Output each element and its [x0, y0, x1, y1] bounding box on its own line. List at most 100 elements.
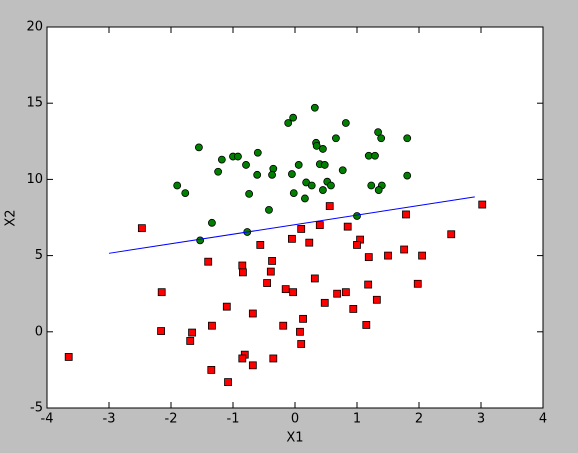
point — [268, 170, 276, 179]
point — [188, 328, 196, 337]
x-tick-label: -1 — [227, 412, 240, 427]
point — [64, 353, 73, 361]
point — [289, 288, 298, 297]
point — [299, 314, 307, 323]
point — [248, 361, 257, 370]
point — [413, 279, 422, 288]
point — [402, 210, 410, 219]
point — [248, 309, 257, 318]
point — [403, 171, 412, 180]
point — [353, 241, 361, 249]
point — [287, 234, 296, 243]
point — [238, 354, 247, 363]
point — [318, 145, 327, 153]
point — [281, 285, 290, 294]
point — [362, 321, 371, 329]
point — [242, 161, 250, 169]
point — [325, 202, 334, 210]
point — [301, 194, 309, 203]
point — [157, 327, 165, 335]
point — [307, 181, 316, 190]
point — [186, 337, 195, 345]
point — [245, 189, 254, 198]
point — [137, 224, 146, 233]
point — [310, 103, 319, 112]
point — [478, 200, 487, 209]
point — [204, 257, 213, 266]
point — [349, 305, 358, 313]
point — [296, 327, 304, 336]
point — [333, 289, 342, 298]
point — [294, 161, 303, 169]
x-tick-label: 4 — [539, 412, 547, 427]
point — [305, 238, 314, 247]
point — [418, 251, 427, 260]
point — [279, 321, 288, 330]
point — [310, 274, 319, 283]
point — [256, 241, 265, 249]
x-tick-label: -2 — [165, 412, 178, 427]
y-tick-label: -5 — [30, 401, 43, 416]
x-tick-label: -3 — [103, 412, 116, 427]
point — [374, 128, 382, 137]
fit-line — [108, 196, 475, 254]
plot-frame — [46, 26, 544, 409]
point — [287, 170, 296, 178]
point — [320, 161, 329, 169]
point — [367, 181, 376, 190]
point — [341, 119, 350, 127]
point — [194, 143, 203, 152]
point — [222, 302, 231, 311]
y-tick-label: 10 — [26, 172, 43, 187]
point — [403, 134, 412, 143]
x-tick-label: 0 — [291, 412, 299, 427]
point — [238, 261, 247, 270]
point — [224, 378, 232, 386]
y-tick-label: 20 — [26, 20, 43, 35]
point — [297, 340, 306, 348]
point — [312, 141, 321, 150]
plot-area — [47, 27, 543, 408]
point — [181, 189, 190, 198]
point — [214, 167, 223, 176]
point — [372, 295, 381, 304]
y-axis-label: X2 — [4, 209, 19, 226]
point — [377, 134, 386, 143]
point — [289, 189, 298, 198]
y-tick-label: 5 — [35, 248, 43, 263]
point — [400, 245, 409, 254]
x-tick-label: 1 — [353, 412, 361, 427]
point — [217, 155, 226, 164]
y-tick-label: 15 — [26, 96, 43, 111]
point — [297, 225, 306, 233]
point — [341, 288, 350, 297]
point — [374, 186, 383, 194]
point — [157, 288, 166, 297]
point — [239, 268, 247, 277]
point — [327, 181, 335, 190]
y-tick-label: 0 — [35, 324, 43, 339]
point — [208, 321, 216, 330]
x-tick-label: -4 — [41, 412, 54, 427]
point — [268, 257, 276, 265]
point — [343, 222, 352, 231]
point — [289, 113, 298, 122]
point — [173, 181, 182, 190]
point — [332, 134, 340, 143]
point — [371, 151, 379, 160]
point — [447, 230, 456, 239]
point — [208, 218, 216, 227]
point — [364, 253, 373, 262]
point — [315, 221, 324, 230]
point — [384, 251, 392, 260]
point — [207, 365, 216, 374]
point — [269, 354, 278, 363]
point — [196, 236, 205, 245]
x-axis-label: X1 — [286, 431, 303, 446]
point — [353, 212, 361, 220]
x-tick-label: 3 — [477, 412, 485, 427]
point — [265, 205, 273, 214]
point — [364, 280, 373, 289]
